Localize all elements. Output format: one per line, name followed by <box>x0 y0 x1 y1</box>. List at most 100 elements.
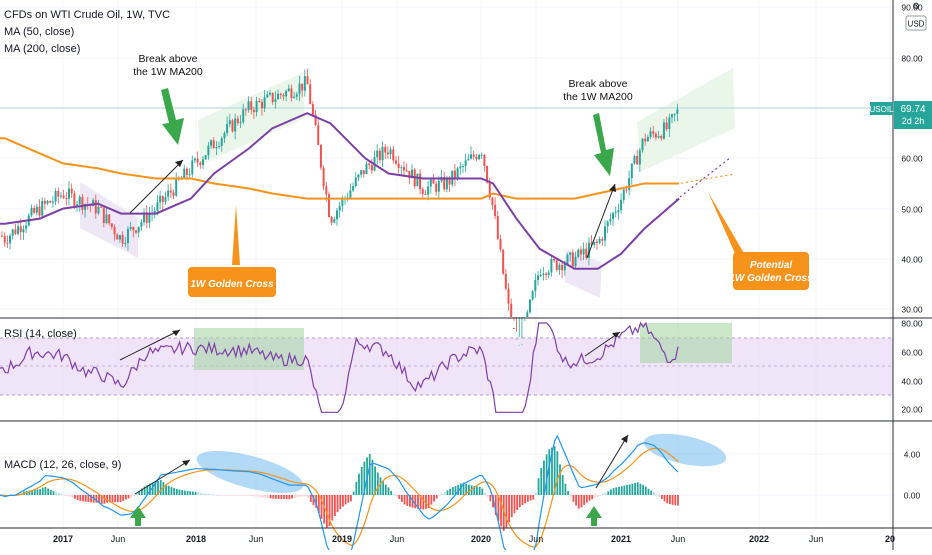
candle-body <box>598 238 601 243</box>
macd-hist-bar <box>433 495 435 502</box>
macd-hist-bar <box>607 491 610 495</box>
time-tick-label: Jun <box>529 534 544 544</box>
macd-hist-bar <box>583 495 586 505</box>
candle-body <box>220 138 223 146</box>
price-pane[interactable]: 1W Golden Cross Potential 1W Golden Cros… <box>0 9 893 346</box>
macd-hist-bar <box>435 495 438 499</box>
macd-hist-bar <box>352 491 355 495</box>
candle-body <box>183 168 186 179</box>
macd-hist-bar <box>114 495 117 503</box>
macd-hist-bar <box>604 492 607 495</box>
candle-body <box>394 160 397 164</box>
macd-hist-bar <box>526 495 529 502</box>
macd-hist-bar <box>347 495 350 503</box>
macd-hist-bar <box>17 493 20 495</box>
macd-hist-bar <box>288 495 291 500</box>
macd-histogram <box>0 446 679 531</box>
time-tick-label: Jun <box>809 534 824 544</box>
candle-body <box>9 235 12 244</box>
macd-hist-bar <box>285 495 288 500</box>
golden-cross-box <box>188 267 276 297</box>
break-label-1-line1: Break above <box>139 53 198 65</box>
candle-body <box>57 191 60 197</box>
time-tick-label: 2017 <box>53 534 73 544</box>
candle-body <box>453 170 456 179</box>
macd-hist-bar <box>224 495 226 496</box>
macd-hist-bar <box>658 495 661 497</box>
macd-hist-bar <box>521 495 524 506</box>
macd-arrow-1 <box>134 459 191 495</box>
macd-hist-bar <box>537 478 540 495</box>
break-label-1-line2: the 1W MA200 <box>133 66 203 78</box>
macd-hist-bar <box>374 466 376 495</box>
macd-hist-bar <box>556 451 559 495</box>
candle-body <box>421 189 424 194</box>
candle-body <box>553 259 556 261</box>
candle-body <box>25 225 28 229</box>
candle-body <box>504 273 507 289</box>
gear-icon[interactable]: ⚙ <box>912 1 920 11</box>
rsi-pane[interactable]: RSI (14, close) <box>0 321 893 413</box>
macd-hist-bar <box>620 486 623 495</box>
macd-hist-bar <box>250 495 253 497</box>
candle-body <box>526 312 529 317</box>
macd-hist-bar <box>154 481 157 495</box>
macd-hist-bar <box>476 486 478 495</box>
rsi-label: RSI (14, close) <box>4 328 77 340</box>
candle-body <box>499 238 502 250</box>
macd-pane[interactable]: MACD (12, 26, close, 9) <box>0 428 729 553</box>
macd-hist-bar <box>644 486 647 495</box>
macd-hist-bar <box>384 484 387 495</box>
macd-hist-bar <box>325 495 328 528</box>
macd-hist-bar <box>200 492 202 495</box>
macd-hist-bar <box>505 495 508 529</box>
macd-hist-bar <box>197 492 200 495</box>
rsi-arrow-2 <box>584 331 621 357</box>
macd-hist-bar <box>634 482 636 495</box>
macd-hist-bar <box>669 495 671 505</box>
candle-body <box>448 178 451 185</box>
potential-cross-pointer <box>708 192 745 258</box>
macd-tick-label: 4.00 <box>904 450 921 460</box>
rsi-tick-label: 60.00 <box>901 348 923 358</box>
macd-hist-bar <box>392 494 395 495</box>
macd-hist-bar <box>478 486 481 495</box>
candle-body <box>285 91 288 97</box>
macd-hist-bar <box>170 487 173 495</box>
candle-body <box>239 122 242 124</box>
macd-hist-bar <box>532 495 535 500</box>
macd-hist-bar <box>143 486 146 495</box>
macd-hist-bar <box>293 495 296 498</box>
macd-hist-bar <box>245 495 248 496</box>
rsi-tick-label: 20.00 <box>901 405 923 415</box>
candle-body <box>231 120 234 132</box>
candle-body <box>54 191 57 202</box>
currency-badge[interactable] <box>905 15 927 31</box>
time-axis[interactable]: 2017 Jun 2018 Jun 2019 Jun 2020 Jun 2021 Jun 2022 J… <box>53 534 895 544</box>
macd-hist-bar <box>486 495 489 498</box>
candle-body <box>263 97 266 109</box>
macd-hist-bar <box>159 480 162 495</box>
candle-body <box>614 212 617 214</box>
candle-body <box>113 226 116 235</box>
price-axis[interactable]: USD ⚙ 90.00 80.00 60.00 50.00 40.00 30.00 80.0… <box>869 1 932 501</box>
candle-body <box>429 179 432 187</box>
break-label-2-line2: the 1W MA200 <box>563 91 633 103</box>
macd-hist-bar <box>124 495 127 500</box>
macd-hist-bar <box>299 495 301 497</box>
candle-body <box>633 156 636 164</box>
candle-body <box>542 273 545 276</box>
macd-hist-bar <box>226 495 229 496</box>
macd-hist-bar <box>516 495 519 510</box>
candle-body <box>38 206 41 216</box>
macd-hist-bar <box>406 495 409 506</box>
macd-hist-bar <box>138 490 141 495</box>
candle-body <box>370 165 373 171</box>
candle-body <box>445 178 448 190</box>
candle-body <box>35 206 38 213</box>
candle-body <box>100 206 103 208</box>
candle-body <box>539 275 542 277</box>
candle-body <box>461 166 464 168</box>
macd-hist-bar <box>593 495 596 498</box>
